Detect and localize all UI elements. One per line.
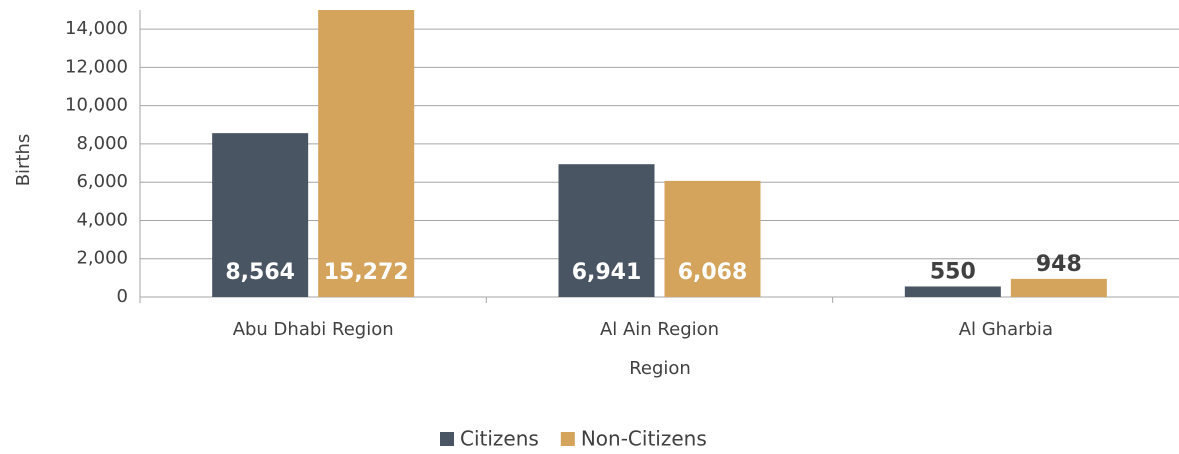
bar: [558, 164, 655, 297]
legend-swatch: [440, 432, 454, 446]
x-tick-label: Al Gharbia: [959, 319, 1053, 340]
y-tick-label: 2,000: [76, 248, 128, 269]
plot-area: [212, 10, 1107, 297]
value-label: 948: [1036, 252, 1082, 277]
value-label: 6,941: [572, 260, 642, 285]
value-label: 6,068: [678, 260, 748, 285]
x-tick-label: Abu Dhabi Region: [233, 319, 394, 340]
y-tick-label: 8,000: [76, 133, 128, 154]
bar: [904, 286, 1001, 297]
bar: [318, 10, 415, 297]
y-tick-label: 12,000: [65, 56, 128, 77]
bar: [1010, 278, 1107, 297]
y-tick-label: 6,000: [76, 171, 128, 192]
value-label: 15,272: [324, 260, 409, 285]
value-label: 550: [930, 259, 976, 284]
value-label: 8,564: [225, 260, 295, 285]
y-tick-label: 10,000: [65, 95, 128, 116]
legend-label: Non-Citizens: [581, 427, 707, 451]
y-tick-label: 14,000: [65, 18, 128, 39]
x-axis-label: Region: [629, 358, 691, 379]
y-tick-label: 4,000: [76, 209, 128, 230]
legend-swatch: [560, 432, 575, 446]
legend-label: Citizens: [460, 427, 539, 451]
y-axis-label: Births: [13, 134, 34, 187]
bar: [664, 180, 761, 297]
y-tick-label: 0: [117, 286, 128, 307]
bar: [212, 133, 309, 297]
x-tick-label: Al Ain Region: [600, 319, 719, 340]
